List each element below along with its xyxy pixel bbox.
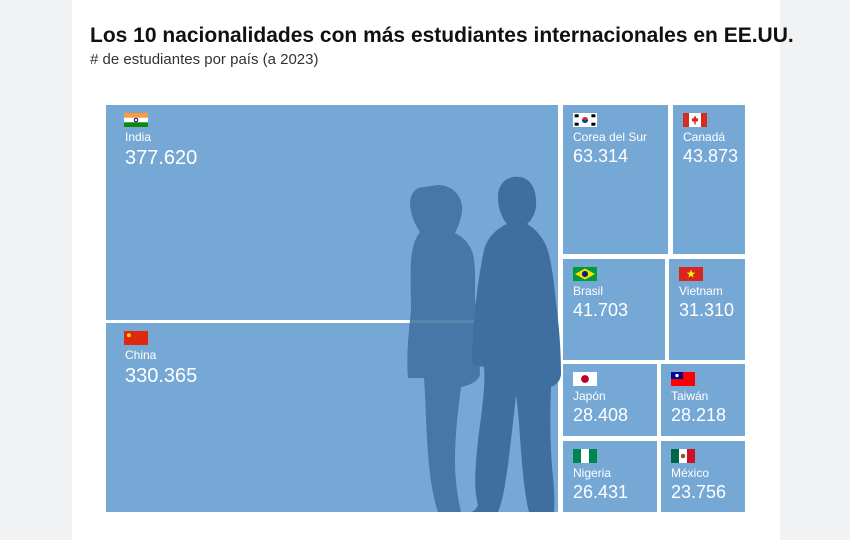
flag-canada-icon: [683, 113, 707, 127]
treemap-cell-canada: [673, 105, 745, 254]
treemap-label-india: India 377.620: [125, 130, 197, 170]
category-name: Canadá: [683, 130, 726, 144]
treemap-label-mexico: México 23.756: [671, 466, 726, 503]
treemap-label-china: China 330.365: [125, 348, 197, 388]
category-value: 377.620: [125, 147, 198, 169]
category-value: 28.218: [671, 405, 727, 425]
category-value: 31.310: [679, 300, 735, 320]
category-name: México: [671, 466, 710, 480]
chart-title: Los 10 nacionalidades con más estudiante…: [90, 24, 794, 47]
flag-japan-icon: [573, 372, 597, 386]
category-name: China: [125, 348, 157, 362]
treemap-svg: [106, 105, 746, 512]
category-name: Brasil: [573, 284, 604, 298]
treemap-label-vietnam: Vietnam 31.310: [679, 284, 734, 321]
category-value: 63.314: [573, 146, 629, 166]
treemap: India 377.620 China 330.365 Corea del Sur 63.…: [106, 105, 746, 512]
category-name: Corea del Sur: [573, 130, 648, 144]
flag-china-icon: [124, 331, 148, 345]
flag-india-icon: [124, 113, 148, 127]
treemap-cell-corea-del-sur: [563, 105, 668, 254]
category-value: 26.431: [573, 482, 629, 502]
flag-nigeria-icon: [573, 449, 597, 463]
category-name: India: [125, 130, 152, 144]
treemap-label-nigeria: Nigeria 26.431: [573, 466, 628, 503]
category-name: Nigeria: [573, 466, 612, 480]
category-name: Japón: [573, 389, 606, 403]
flag-mexico-icon: [671, 449, 695, 463]
category-value: 23.756: [671, 482, 727, 502]
chart-subtitle: # de estudiantes por país (a 2023): [90, 51, 319, 68]
category-name: Taiwán: [671, 389, 709, 403]
students-silhouette-icon: [407, 176, 561, 512]
flag-vietnam-icon: [679, 267, 703, 281]
category-name: Vietnam: [679, 284, 723, 298]
treemap-label-brasil: Brasil 41.703: [573, 284, 628, 321]
treemap-label-canada: Canadá 43.873: [683, 130, 738, 167]
flag-taiwan-icon: [671, 372, 695, 386]
category-value: 330.365: [125, 365, 198, 387]
category-value: 28.408: [573, 405, 629, 425]
category-value: 41.703: [573, 300, 629, 320]
category-value: 43.873: [683, 146, 739, 166]
treemap-label-japon: Japón 28.408: [573, 389, 628, 426]
flag-south-korea-icon: [573, 113, 597, 127]
flag-brazil-icon: [573, 267, 597, 281]
treemap-label-corea-del-sur: Corea del Sur 63.314: [573, 130, 647, 167]
treemap-label-taiwan: Taiwán 28.218: [671, 389, 726, 426]
